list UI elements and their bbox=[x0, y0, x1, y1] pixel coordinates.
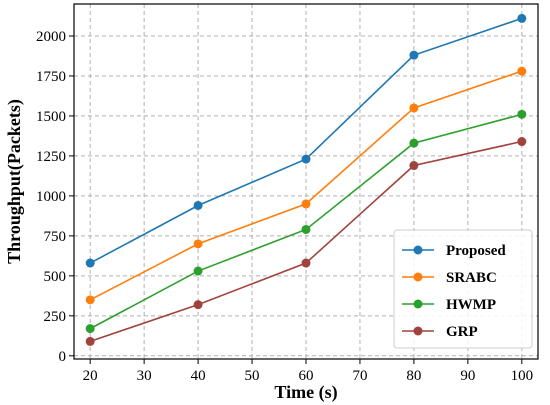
y-tick-label: 750 bbox=[44, 229, 67, 245]
legend-label-proposed: Proposed bbox=[446, 243, 506, 259]
data-point-srabc bbox=[301, 199, 311, 209]
x-axis-ticks: 20 30 40 50 60 70 80 90 100 bbox=[83, 359, 533, 384]
data-point-proposed bbox=[517, 13, 527, 23]
series-layer bbox=[85, 13, 527, 346]
data-point-proposed bbox=[409, 50, 419, 60]
data-point-srabc bbox=[517, 66, 527, 76]
legend-label-hwmp: HWMP bbox=[446, 297, 496, 313]
x-tick-label: 40 bbox=[191, 368, 206, 384]
data-point-hwmp bbox=[301, 224, 311, 234]
data-point-grp bbox=[193, 300, 203, 310]
data-point-srabc bbox=[409, 103, 419, 113]
x-tick-label: 80 bbox=[406, 368, 421, 384]
data-point-srabc bbox=[193, 239, 203, 249]
y-tick-label: 0 bbox=[59, 349, 67, 365]
data-point-grp bbox=[301, 258, 311, 268]
y-tick-label: 1000 bbox=[36, 189, 66, 205]
x-tick-label: 70 bbox=[352, 368, 367, 384]
y-tick-label: 1500 bbox=[36, 109, 66, 125]
y-tick-label: 2000 bbox=[36, 29, 66, 45]
y-axis-ticks: 0 250 500 750 1000 1250 1500 1750 2000 bbox=[36, 29, 74, 365]
legend-marker-proposed bbox=[413, 245, 423, 255]
x-tick-label: 60 bbox=[299, 368, 314, 384]
x-tick-label: 50 bbox=[245, 368, 260, 384]
legend-box bbox=[393, 229, 533, 349]
y-axis-title: Throughput(Packets) bbox=[4, 99, 25, 264]
data-point-proposed bbox=[85, 258, 95, 268]
legend-label-grp: GRP bbox=[446, 324, 478, 340]
legend-marker-grp bbox=[413, 326, 423, 336]
data-point-hwmp bbox=[517, 109, 527, 119]
data-point-hwmp bbox=[193, 266, 203, 276]
data-point-proposed bbox=[193, 200, 203, 210]
data-point-srabc bbox=[85, 295, 95, 305]
x-axis-title: Time (s) bbox=[274, 382, 337, 403]
data-point-grp bbox=[409, 161, 419, 171]
x-tick-label: 30 bbox=[137, 368, 152, 384]
legend-label-srabc: SRABC bbox=[446, 270, 497, 286]
y-tick-label: 500 bbox=[44, 269, 67, 285]
legend-marker-hwmp bbox=[413, 299, 423, 309]
x-tick-label: 20 bbox=[83, 368, 98, 384]
y-tick-label: 250 bbox=[44, 309, 67, 325]
x-tick-label: 100 bbox=[511, 368, 534, 384]
legend-marker-srabc bbox=[413, 272, 423, 282]
y-tick-label: 1250 bbox=[36, 149, 66, 165]
data-point-grp bbox=[517, 137, 527, 147]
x-tick-label: 90 bbox=[460, 368, 475, 384]
data-point-hwmp bbox=[409, 138, 419, 148]
y-tick-label: 1750 bbox=[36, 69, 66, 85]
data-point-hwmp bbox=[85, 324, 95, 334]
data-point-grp bbox=[85, 336, 95, 346]
data-point-proposed bbox=[301, 154, 311, 164]
legend: Proposed SRABC HWMP GRP bbox=[393, 229, 533, 349]
